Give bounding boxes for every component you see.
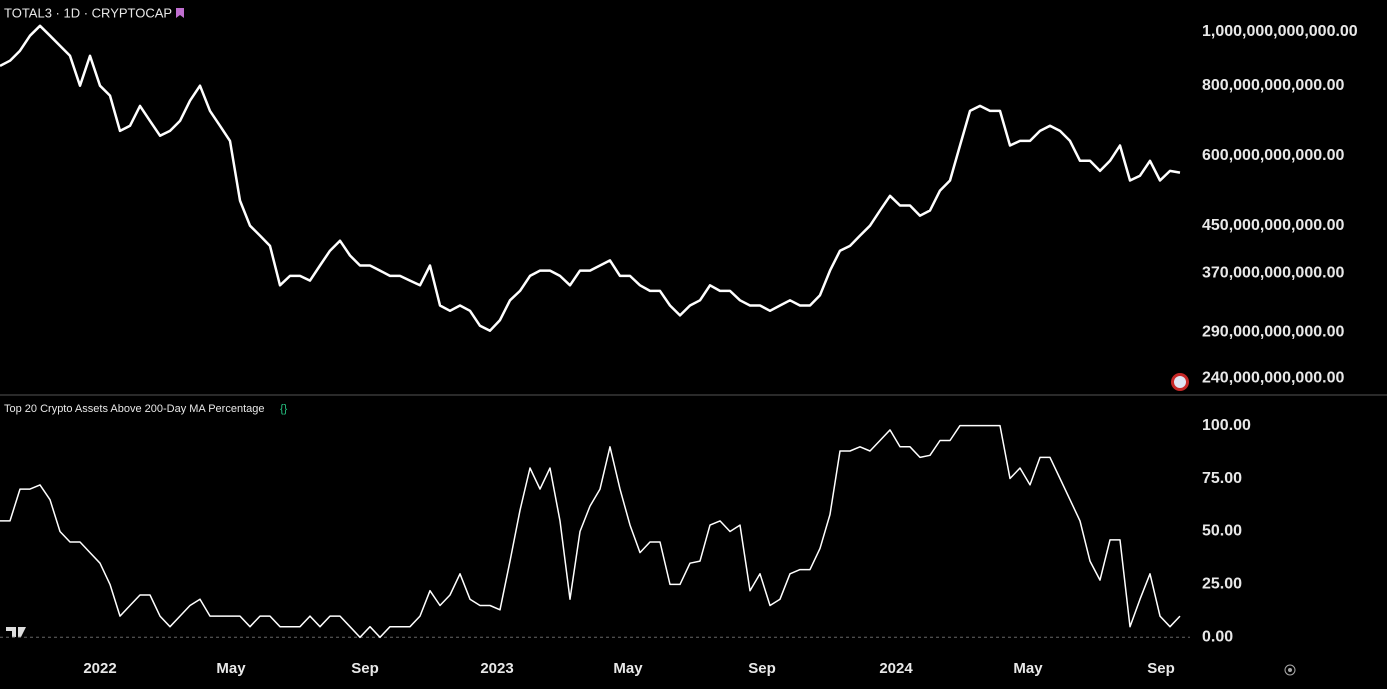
x-tick-label: May bbox=[613, 660, 643, 677]
y-tick-label: 600,000,000,000.00 bbox=[1202, 147, 1344, 164]
x-tick-label: Sep bbox=[748, 660, 776, 677]
x-tick-label: May bbox=[216, 660, 246, 677]
y-tick-label: 240,000,000,000.00 bbox=[1202, 370, 1344, 387]
x-tick-label: Sep bbox=[1147, 660, 1175, 677]
pane-title: Top 20 Crypto Assets Above 200-Day MA Pe… bbox=[4, 403, 264, 415]
y-tick-label: 50.00 bbox=[1202, 523, 1242, 540]
x-tick-label: Sep bbox=[351, 660, 379, 677]
flag-badge-inner bbox=[1174, 376, 1186, 388]
logo bbox=[6, 627, 26, 637]
y-tick-label: 100.00 bbox=[1202, 417, 1251, 434]
y-tick-label: 290,000,000,000.00 bbox=[1202, 324, 1344, 341]
x-tick-label: 2024 bbox=[879, 660, 913, 677]
series-line bbox=[0, 424, 1181, 639]
settings-icon-center bbox=[1288, 668, 1292, 672]
x-tick-label: 2022 bbox=[83, 660, 116, 677]
x-tick-label: 2023 bbox=[480, 660, 513, 677]
y-tick-label: 75.00 bbox=[1202, 470, 1242, 487]
y-tick-label: 25.00 bbox=[1202, 576, 1242, 593]
y-tick-label: 370,000,000,000.00 bbox=[1202, 264, 1344, 281]
source-icon: {} bbox=[280, 403, 288, 415]
y-tick-label: 800,000,000,000.00 bbox=[1202, 77, 1344, 94]
chart-title: TOTAL3 · 1D · CRYPTOCAP bbox=[4, 5, 172, 20]
y-tick-label: 0.00 bbox=[1202, 629, 1233, 646]
flag-icon bbox=[176, 8, 184, 18]
series-line bbox=[0, 24, 1181, 332]
x-tick-label: May bbox=[1013, 660, 1043, 677]
y-tick-label: 450,000,000,000.00 bbox=[1202, 217, 1344, 234]
y-tick-label: 1,000,000,000,000.00 bbox=[1202, 23, 1358, 40]
settings-icon[interactable] bbox=[1284, 664, 1296, 676]
